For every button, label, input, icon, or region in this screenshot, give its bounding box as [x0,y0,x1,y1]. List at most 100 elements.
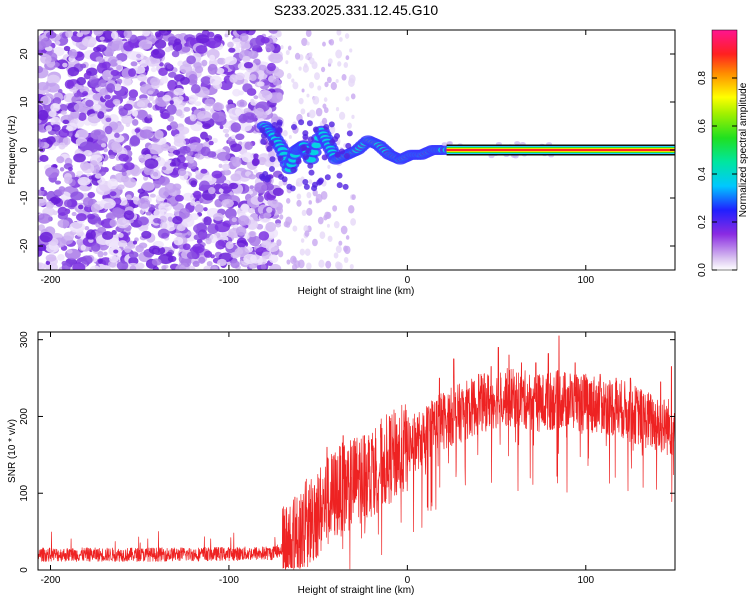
noise-blob [308,109,316,119]
signal-scatter [260,132,267,139]
noise-blob [340,225,348,235]
noise-blob [294,52,301,60]
noise-blob [308,179,313,185]
noise-blob [200,76,212,85]
noise-blob [129,136,141,147]
noise-blob [150,66,157,73]
noise-blob [214,221,231,233]
signal-scatter [298,119,305,126]
signal-scatter [343,152,350,159]
noise-blob [38,124,44,131]
noise-blob [142,30,151,37]
noise-blob [66,249,73,254]
chart-title: S233.2025.331.12.45.G10 [274,2,438,18]
noise-blob [188,73,198,84]
noise-blob [225,30,231,35]
signal-blob-mid [311,142,322,149]
noise-blob [160,75,169,84]
noise-blob [167,255,177,263]
noise-blob [335,245,342,254]
noise-blob [203,265,211,270]
noise-blob [87,137,94,143]
noise-blob [171,50,180,58]
noise-blob [230,156,237,164]
noise-blob [84,225,90,231]
noise-blob [265,242,280,253]
noise-blob [335,107,340,112]
noise-blob [194,101,202,107]
noise-blob [148,245,161,255]
noise-blob [131,109,139,117]
noise-blob [328,39,332,45]
noise-blob [279,214,284,220]
noise-blob [195,45,208,54]
noise-blob [196,34,210,44]
noise-blob [230,173,241,182]
noise-blob [265,43,275,52]
signal-scatter [328,121,335,128]
noise-blob [305,54,309,60]
noise-blob [173,88,185,96]
noise-blob [350,93,356,100]
noise-blob [39,154,49,162]
noise-blob [317,85,322,91]
snr-ytick-label: 100 [19,484,30,501]
noise-blob [99,264,111,270]
noise-blob [50,116,62,127]
noise-blob [248,230,257,238]
noise-blob [97,226,107,234]
noise-blob [99,36,105,41]
noise-blob [134,128,141,133]
noise-blob [152,266,159,270]
noise-blob [158,176,170,186]
noise-blob [40,37,52,48]
noise-blob [77,176,91,186]
noise-blob [117,184,125,190]
colorbar-scale [711,29,738,271]
noise-blob [143,167,154,176]
noise-blob [306,191,312,199]
signal-scatter [268,140,275,147]
signal-scatter [336,182,343,189]
noise-blob [206,260,213,267]
noise-blob [349,48,353,53]
noise-blob [123,177,137,188]
noise-blob [95,56,104,62]
noise-blob [80,30,91,35]
spectrogram-xtick-label: 100 [577,275,594,286]
noise-blob [53,142,60,147]
noise-blob [306,41,310,46]
snr-plot: -200 -100 0 100 0 100 200 300 Height of straigh… [7,331,676,596]
noise-blob [81,255,93,265]
noise-blob [97,250,104,258]
noise-blob [315,107,323,117]
noise-blob [344,33,350,39]
noise-blob [38,247,43,257]
noise-blob [335,261,341,269]
noise-blob [64,79,75,89]
noise-blob [148,95,154,101]
noise-blob [166,104,177,115]
noise-blob [258,231,270,241]
snr-ytick-label: 300 [19,331,30,348]
noise-blob [45,125,53,132]
noise-blob [253,153,259,160]
signal-scatter [290,123,297,130]
noise-blob [40,95,51,105]
noise-blob [257,195,264,203]
noise-blob [318,259,325,268]
noise-blob [260,264,267,270]
noise-blob [129,34,138,44]
noise-blob [117,240,128,248]
noise-blob [278,250,284,258]
noise-blob [82,196,94,208]
spectrogram-noise-blobs [38,30,357,270]
noise-blob [221,198,234,208]
noise-blob [132,118,139,126]
noise-blob [230,260,240,269]
noise-blob [276,92,283,100]
noise-blob [339,37,343,42]
signal-scatter [295,158,302,165]
spectrogram-xtick-label: 0 [405,275,411,286]
